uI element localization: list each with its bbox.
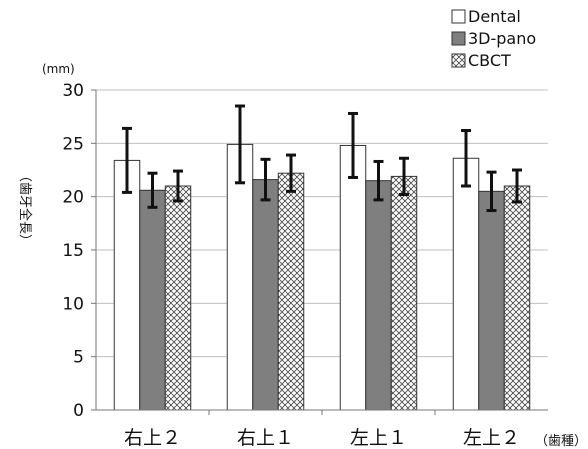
bar-dental [113,159,141,411]
bar-3d-pano [252,179,279,411]
y-tick-label: 15 [62,241,84,261]
y-tick-label: 10 [62,294,84,314]
x-tick-label: 左上１ [350,427,407,449]
y-tick-label: 25 [62,134,84,154]
x-tick-label: 右上２ [124,427,181,449]
x-tick-label: 左上２ [463,427,520,449]
legend-label: 3D-pano [468,29,536,48]
x-tick-label: 右上１ [237,427,294,449]
bar-cbct [503,185,531,411]
legend: Dental 3D-pano CBCT [451,7,536,70]
legend-label: Dental [468,7,521,26]
bar-cbct [277,172,305,411]
y-axis-label: （歯牙全長） [17,169,33,247]
bar-3d-pano [478,190,505,411]
y-unit-label: (mm) [42,62,75,76]
bar-cbct [164,185,192,411]
bar-cbct [390,175,418,411]
y-tick-label: 5 [73,348,84,368]
legend-swatch [451,53,466,68]
axes-group: 0 5 10 15 20 25 30 右上２ 右上１ 左上１ 左上２ [62,81,548,449]
bar-3d-pano [365,180,392,411]
legend-label: CBCT [468,51,511,70]
y-tick-label: 0 [73,401,84,421]
bar-dental [452,157,480,411]
y-tick-label: 30 [62,81,84,101]
bar-dental [339,144,367,411]
y-tick-label: 20 [62,188,84,208]
legend-swatch [451,31,466,46]
x-axis-label: （歯種） [535,433,587,449]
legend-swatch [451,9,466,24]
bar-3d-pano [139,189,166,411]
error-bars-group [122,104,522,213]
